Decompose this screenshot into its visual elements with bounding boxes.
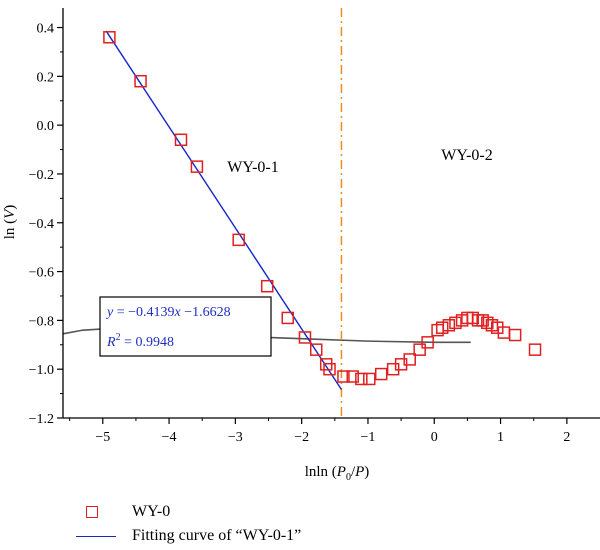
x-tick-label: −2 <box>294 430 309 445</box>
y-tick-label: −0.8 <box>29 314 54 329</box>
data-point <box>346 370 359 383</box>
legend-label: WY-0 <box>132 503 171 520</box>
y-tick-label: −0.4 <box>29 217 54 232</box>
fit-line-layer <box>105 30 343 390</box>
equation-line-2: R2 = 0.9948 <box>106 332 174 350</box>
x-tick-label: −3 <box>228 430 243 445</box>
data-point <box>232 233 245 247</box>
x-tick-label: 0 <box>431 430 438 445</box>
line-marker-icon <box>76 536 116 537</box>
data-point <box>442 319 456 332</box>
chart: −5 −4 −3 −2 −1 0 1 2 0.4 0.2 0.0 −0.2 −0.4 −0.6 −0.8 −1… <box>2 8 600 483</box>
x-tick-label: −1 <box>361 430 376 445</box>
data-point <box>337 370 350 383</box>
region-label-wy-0-1: WY-0-1 <box>227 159 279 176</box>
equation-line-1: y = −0.4139x −1.6628 <box>105 305 231 320</box>
data-point <box>403 353 416 366</box>
axes-layer: −5 −4 −3 −2 −1 0 1 2 0.4 0.2 0.0 −0.2 −0.4 −0.6 −0.8 −1… <box>29 8 600 445</box>
data-point <box>449 316 462 330</box>
data-point <box>413 343 426 356</box>
y-tick-label: 0.4 <box>37 22 55 37</box>
data-point <box>103 31 116 44</box>
x-tick-label: −4 <box>162 430 177 445</box>
x-tick-label: 2 <box>563 430 570 445</box>
y-axis-title: ln (V) <box>2 205 18 240</box>
fit-line <box>105 30 343 390</box>
data-point <box>134 74 147 88</box>
data-point <box>281 311 294 325</box>
data-point <box>431 323 444 337</box>
data-point <box>310 343 323 356</box>
region-label-wy-0-2: WY-0-2 <box>441 147 493 164</box>
x-tick-label: −5 <box>95 430 110 445</box>
data-point <box>323 362 336 376</box>
data-point <box>190 160 204 173</box>
open-square-marker-icon <box>86 506 98 518</box>
y-tick-label: −0.6 <box>29 266 54 281</box>
x-axis-title: lnln (P0/P) <box>305 464 370 483</box>
y-tick-label: −1.2 <box>29 412 54 427</box>
data-point <box>508 328 522 342</box>
data-point <box>260 279 274 293</box>
y-tick-label: −0.2 <box>29 168 54 183</box>
data-point <box>421 336 434 349</box>
data-point <box>174 133 188 147</box>
data-point <box>528 343 542 356</box>
data-point <box>355 372 368 386</box>
legend-item-wy-0: WY-0 <box>70 502 490 522</box>
y-tick-label: −1.0 <box>29 363 54 378</box>
data-point <box>435 321 449 334</box>
legend-item-fitting-curve: Fitting curve of “WY-0-1” <box>70 526 490 546</box>
legend: WY-0 Fitting curve of “WY-0-1” <box>70 496 490 548</box>
data-points-layer <box>103 31 542 386</box>
data-point <box>374 367 388 381</box>
data-point <box>363 372 376 386</box>
x-tick-label: 1 <box>497 430 504 445</box>
legend-label: Fitting curve of “WY-0-1” <box>132 527 302 544</box>
y-tick-label: 0.0 <box>37 119 55 134</box>
equation-box: y = −0.4139x −1.6628 R2 = 0.9948 <box>99 296 272 357</box>
y-tick-label: 0.2 <box>37 70 55 85</box>
data-point <box>298 331 312 344</box>
